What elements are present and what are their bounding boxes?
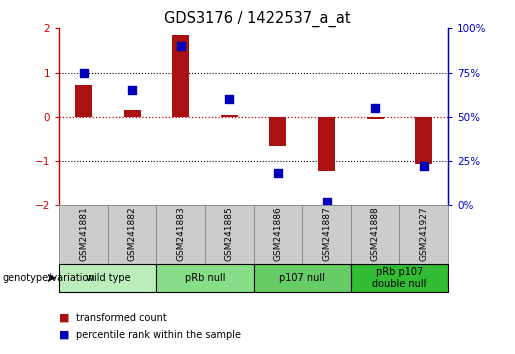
Text: GSM241882: GSM241882 — [128, 206, 136, 261]
Text: GDS3176 / 1422537_a_at: GDS3176 / 1422537_a_at — [164, 11, 351, 27]
Bar — [157, 205, 205, 264]
Text: GSM241927: GSM241927 — [419, 206, 428, 261]
Bar — [59, 264, 157, 292]
Bar — [351, 205, 400, 264]
Text: p107 null: p107 null — [279, 273, 325, 283]
Text: genotype/variation: genotype/variation — [3, 273, 95, 283]
Point — [322, 199, 331, 205]
Bar — [205, 205, 253, 264]
Bar — [302, 205, 351, 264]
Point — [177, 43, 185, 49]
Bar — [367, 117, 384, 119]
Text: pRb p107
double null: pRb p107 double null — [372, 267, 426, 289]
Point — [274, 171, 282, 176]
Bar — [351, 264, 448, 292]
Text: GSM241881: GSM241881 — [79, 206, 88, 261]
Text: GSM241883: GSM241883 — [176, 206, 185, 261]
Bar — [75, 85, 92, 117]
Bar — [318, 117, 335, 171]
Text: transformed count: transformed count — [76, 313, 166, 322]
Bar — [59, 205, 108, 264]
Bar — [124, 110, 141, 117]
Point — [371, 105, 379, 111]
Text: percentile rank within the sample: percentile rank within the sample — [76, 330, 241, 339]
Text: GSM241887: GSM241887 — [322, 206, 331, 261]
Point — [128, 87, 136, 93]
Point — [225, 96, 233, 102]
Bar — [253, 264, 351, 292]
Bar — [108, 205, 157, 264]
Text: GSM241888: GSM241888 — [371, 206, 380, 261]
Bar — [172, 35, 189, 117]
Bar — [269, 117, 286, 145]
Bar — [253, 205, 302, 264]
Text: GSM241886: GSM241886 — [273, 206, 282, 261]
Point — [79, 70, 88, 75]
Text: pRb null: pRb null — [185, 273, 225, 283]
Text: wild type: wild type — [85, 273, 130, 283]
Text: ■: ■ — [59, 330, 70, 339]
Bar — [157, 264, 253, 292]
Bar — [221, 115, 238, 117]
Text: ■: ■ — [59, 313, 70, 322]
Bar — [415, 117, 432, 164]
Text: GSM241885: GSM241885 — [225, 206, 234, 261]
Point — [420, 164, 428, 169]
Bar — [400, 205, 448, 264]
